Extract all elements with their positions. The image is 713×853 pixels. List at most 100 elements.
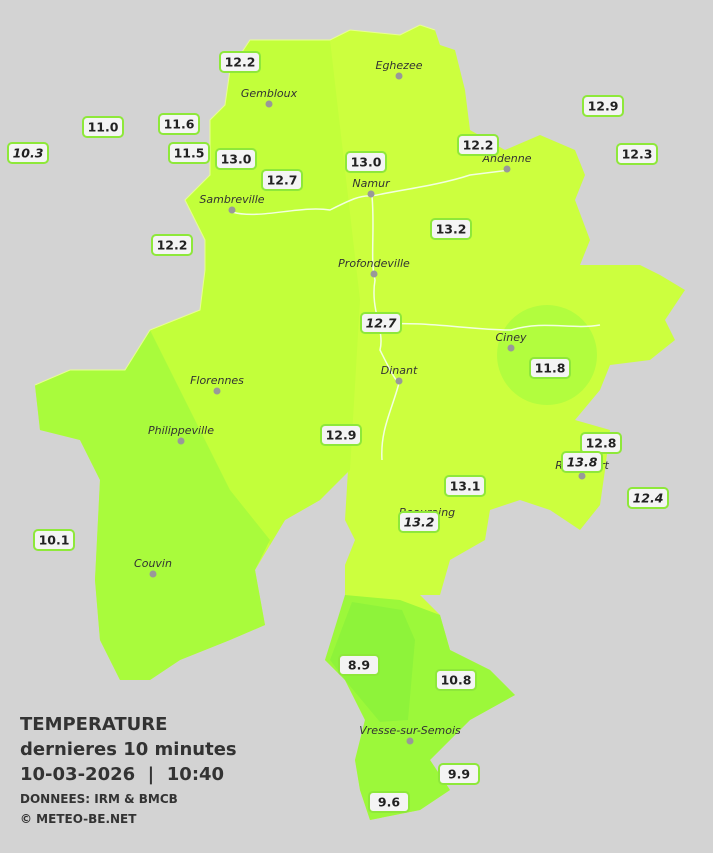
station-value: 12.2 <box>463 138 494 153</box>
station-value: 13.0 <box>351 155 382 170</box>
station: 12.4 <box>627 487 669 509</box>
city-dot <box>177 437 185 445</box>
station: 10.1 <box>33 529 75 551</box>
river <box>231 169 601 461</box>
city-name: Vresse-sur-Semois <box>359 724 461 737</box>
station-value: 13.2 <box>404 515 435 530</box>
warm-zone <box>35 330 270 680</box>
city-name: Namur <box>352 177 391 190</box>
station: 13.2 <box>430 218 472 240</box>
legend-title: TEMPERATURE <box>20 714 167 735</box>
station-box <box>430 218 472 240</box>
station-value: 10.8 <box>441 673 472 688</box>
station-box <box>444 475 486 497</box>
station-box <box>360 312 402 334</box>
station-value: 12.7 <box>267 173 298 188</box>
station: 12.9 <box>320 424 362 446</box>
station-box <box>561 451 603 473</box>
station-value: 13.8 <box>567 455 598 470</box>
city-name: Gembloux <box>241 87 298 100</box>
station: 13.0 <box>345 151 387 173</box>
station: 12.2 <box>457 134 499 156</box>
station-value: 11.0 <box>88 120 119 135</box>
station-box <box>219 51 261 73</box>
station-box <box>168 142 210 164</box>
station-box <box>158 113 200 135</box>
city-dot <box>370 270 378 278</box>
station: 12.7 <box>261 169 303 191</box>
station-box <box>338 654 380 676</box>
station-box <box>457 134 499 156</box>
city-name: Couvin <box>134 557 172 570</box>
station-box <box>368 791 410 813</box>
city-name: Florennes <box>190 374 244 387</box>
ciney-zone <box>497 305 597 405</box>
legend-datetime: 10-03-2026 | 10:40 <box>20 764 224 785</box>
station: 12.9 <box>582 95 624 117</box>
station-box <box>7 142 49 164</box>
station: 13.2 <box>398 511 440 533</box>
station-box <box>320 424 362 446</box>
legend-copyright: © METEO-BE.NET <box>20 812 137 826</box>
station: 11.8 <box>529 357 571 379</box>
station: 12.2 <box>151 234 193 256</box>
city-name: Dinant <box>381 364 418 377</box>
city-dot <box>578 472 586 480</box>
city-dot <box>213 387 221 395</box>
station-value: 12.8 <box>586 436 617 451</box>
station: 9.6 <box>368 791 410 813</box>
station-box <box>261 169 303 191</box>
city-dot <box>395 72 403 80</box>
station-value: 12.3 <box>622 147 653 162</box>
station-value: 12.4 <box>633 491 664 506</box>
station: 12.8 <box>580 432 622 454</box>
station-value: 11.6 <box>164 117 195 132</box>
station-box <box>345 151 387 173</box>
station-value: 10.3 <box>13 146 44 161</box>
station-value: 11.8 <box>535 361 566 376</box>
station: 11.0 <box>82 116 124 138</box>
station-box <box>435 669 477 691</box>
legend-subtitle: dernieres 10 minutes <box>20 739 237 760</box>
station: 10.3 <box>7 142 49 164</box>
station-box <box>627 487 669 509</box>
station: 12.2 <box>219 51 261 73</box>
station-value: 13.0 <box>221 152 252 167</box>
city-dot <box>228 206 236 214</box>
station: 13.1 <box>444 475 486 497</box>
station: 12.7 <box>360 312 402 334</box>
station-value: 10.1 <box>39 533 70 548</box>
station-box <box>616 143 658 165</box>
station-value: 12.2 <box>157 238 188 253</box>
station-box <box>398 511 440 533</box>
station-value: 13.2 <box>436 222 467 237</box>
city-dot <box>367 190 375 198</box>
station-value: 12.9 <box>588 99 619 114</box>
station-value: 11.5 <box>174 146 205 161</box>
city-dot <box>503 165 511 173</box>
station: 11.6 <box>158 113 200 135</box>
station-value: 12.9 <box>326 428 357 443</box>
stations: 12.2 11.0 10.3 11.6 11.5 13.0 12.7 13.0 12.2 12.9… <box>7 51 669 813</box>
west-zone <box>150 40 360 545</box>
station-value: 8.9 <box>348 658 370 673</box>
city-name: Sambreville <box>199 193 264 206</box>
station: 12.3 <box>616 143 658 165</box>
city-name: Eghezee <box>376 59 423 72</box>
city-dot <box>395 377 403 385</box>
station-value: 9.9 <box>448 767 470 782</box>
station-box <box>33 529 75 551</box>
station: 10.8 <box>435 669 477 691</box>
station: 9.9 <box>438 763 480 785</box>
station-value: 12.2 <box>225 55 256 70</box>
city-name: Profondeville <box>338 257 410 270</box>
station-value: 12.7 <box>366 316 397 331</box>
station: 11.5 <box>168 142 210 164</box>
station-box <box>215 148 257 170</box>
station-box <box>82 116 124 138</box>
legend-source: DONNEES: IRM & BMCB <box>20 792 178 806</box>
city-dot <box>507 344 515 352</box>
city-name: Ciney <box>496 331 527 344</box>
station-box <box>151 234 193 256</box>
